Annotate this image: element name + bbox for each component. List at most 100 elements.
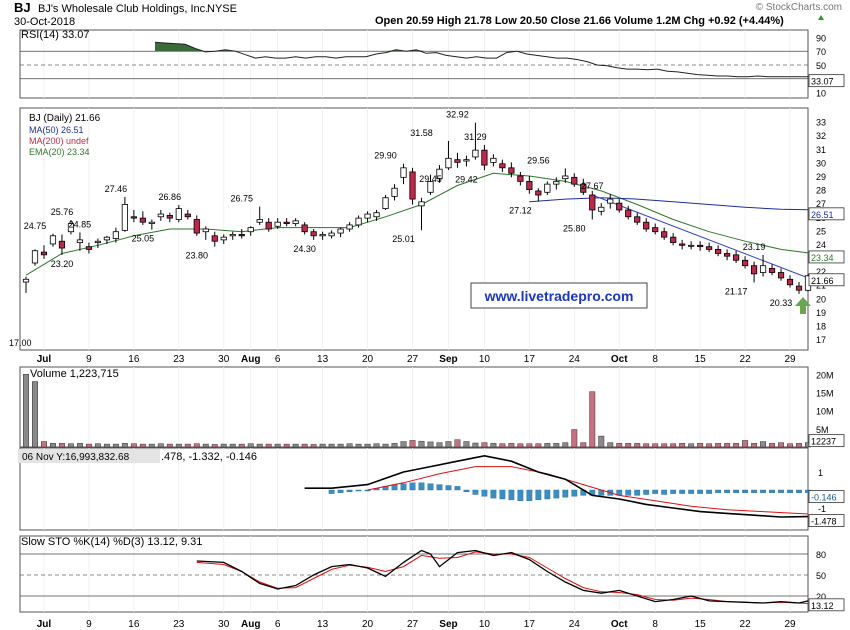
price-annotation: 27.46 bbox=[105, 184, 128, 194]
macd-histogram-bar bbox=[337, 489, 344, 493]
sto-tick-label: 50 bbox=[816, 571, 826, 581]
candle-body bbox=[247, 227, 254, 233]
candle-body bbox=[553, 181, 560, 185]
x-axis-label-bottom: 24 bbox=[569, 619, 581, 630]
ticker-symbol: BJ bbox=[14, 0, 31, 15]
x-axis-label: 30 bbox=[218, 354, 230, 365]
candle-body bbox=[22, 278, 30, 283]
candle-body bbox=[616, 202, 623, 211]
volume-bar bbox=[148, 443, 155, 448]
candle-body bbox=[382, 197, 389, 210]
volume-tick-label: 5M bbox=[816, 425, 829, 435]
candle-body bbox=[571, 176, 578, 185]
volume-bar bbox=[382, 443, 389, 448]
macd-histogram-bar bbox=[454, 486, 461, 491]
volume-bar bbox=[283, 443, 290, 448]
candle-body bbox=[607, 198, 614, 204]
candle-body bbox=[454, 159, 461, 163]
candle-body bbox=[490, 157, 497, 163]
volume-bar bbox=[598, 435, 605, 448]
close-badge: 21.66 bbox=[811, 276, 834, 286]
x-axis-label-bottom: Oct bbox=[611, 619, 628, 630]
rsi-overbought-fill bbox=[155, 42, 808, 52]
sto-value-badge-box bbox=[808, 598, 845, 612]
candle-body bbox=[373, 212, 380, 218]
rsi-tick-label: 90 bbox=[816, 33, 826, 43]
price-corner-label: 17.00 bbox=[9, 338, 32, 348]
price-annotation: 29.42 bbox=[455, 174, 478, 184]
volume-bar bbox=[481, 442, 488, 448]
website-box bbox=[470, 282, 648, 309]
price-legend-ma50: MA(50) 26.51 bbox=[29, 125, 84, 135]
price-tick-label: 17 bbox=[816, 335, 826, 345]
close-badge-box bbox=[808, 273, 845, 287]
candle-body bbox=[238, 234, 245, 237]
macd-histogram-bar bbox=[418, 482, 425, 491]
volume-bar bbox=[778, 442, 784, 448]
candle-body bbox=[499, 163, 506, 169]
volume-bar bbox=[571, 429, 578, 448]
price-tick-label: 18 bbox=[816, 322, 826, 332]
x-axis-label-bottom: 8 bbox=[652, 619, 658, 630]
volume-bar bbox=[94, 443, 101, 448]
x-axis-label-bottom: 23 bbox=[173, 619, 185, 630]
volume-bar bbox=[760, 441, 767, 448]
x-axis-label: Oct bbox=[611, 354, 628, 365]
price-annotation: 27.12 bbox=[509, 206, 532, 216]
volume-bar bbox=[328, 443, 335, 448]
volume-bar bbox=[355, 443, 362, 448]
volume-bar bbox=[292, 443, 299, 448]
ema20-badge: 23.34 bbox=[811, 253, 834, 263]
website-link[interactable]: www.livetradepro.com bbox=[484, 288, 634, 304]
volume-bar bbox=[50, 443, 56, 448]
volume-bar bbox=[733, 443, 740, 448]
macd-histogram-bar bbox=[481, 489, 488, 497]
volume-badge-box bbox=[808, 434, 845, 448]
volume-bar bbox=[526, 443, 533, 448]
volume-bar bbox=[112, 443, 119, 448]
rsi-tick-label: 50 bbox=[816, 61, 826, 71]
candle-body bbox=[58, 240, 66, 249]
price-tick-label: 33 bbox=[816, 118, 826, 128]
x-axis-label: 22 bbox=[740, 354, 752, 365]
macd-histogram-bar bbox=[355, 489, 362, 492]
volume-bar bbox=[670, 443, 677, 448]
price-annotation: 31.29 bbox=[464, 132, 487, 142]
volume-bar bbox=[724, 443, 731, 448]
price-annotation: 23.20 bbox=[51, 259, 74, 269]
candle-body bbox=[31, 250, 39, 264]
volume-bar bbox=[625, 443, 632, 448]
candle-body bbox=[795, 285, 803, 291]
macd-histogram-bar bbox=[526, 489, 533, 502]
macd-histogram-bar bbox=[796, 489, 802, 493]
volume-bar bbox=[643, 443, 650, 448]
x-axis-label: Aug bbox=[241, 354, 260, 365]
volume-bar bbox=[175, 443, 182, 448]
volume-bar bbox=[769, 443, 775, 448]
volume-bar bbox=[679, 443, 686, 448]
macd-histogram-bar bbox=[715, 489, 722, 493]
volume-bar bbox=[121, 443, 128, 448]
volume-bar bbox=[436, 442, 443, 448]
candle-body bbox=[715, 248, 722, 254]
price-annotation: 29.56 bbox=[527, 155, 550, 165]
candle-body bbox=[121, 204, 128, 231]
macd-tick-label: -1 bbox=[818, 504, 826, 514]
price-tick-label: 27 bbox=[816, 199, 826, 209]
price-tick-label: 32 bbox=[816, 131, 826, 141]
macd-histogram-bar bbox=[697, 489, 704, 494]
candle-body bbox=[49, 235, 57, 245]
candle-body bbox=[94, 240, 102, 243]
x-axis-label: 6 bbox=[275, 354, 281, 365]
volume-bar bbox=[103, 443, 110, 448]
candle-body bbox=[202, 228, 209, 233]
price-tick-label: 22 bbox=[816, 267, 826, 277]
chart-date: 30-Oct-2018 bbox=[14, 16, 75, 28]
candle-body bbox=[436, 168, 443, 180]
x-axis-label: 15 bbox=[695, 354, 707, 365]
macd-histogram-bar bbox=[634, 489, 641, 496]
macd-histogram-bar bbox=[346, 489, 353, 492]
x-axis-label-bottom: Sep bbox=[439, 619, 457, 630]
candle-body bbox=[301, 224, 308, 233]
candle-body bbox=[750, 265, 758, 275]
